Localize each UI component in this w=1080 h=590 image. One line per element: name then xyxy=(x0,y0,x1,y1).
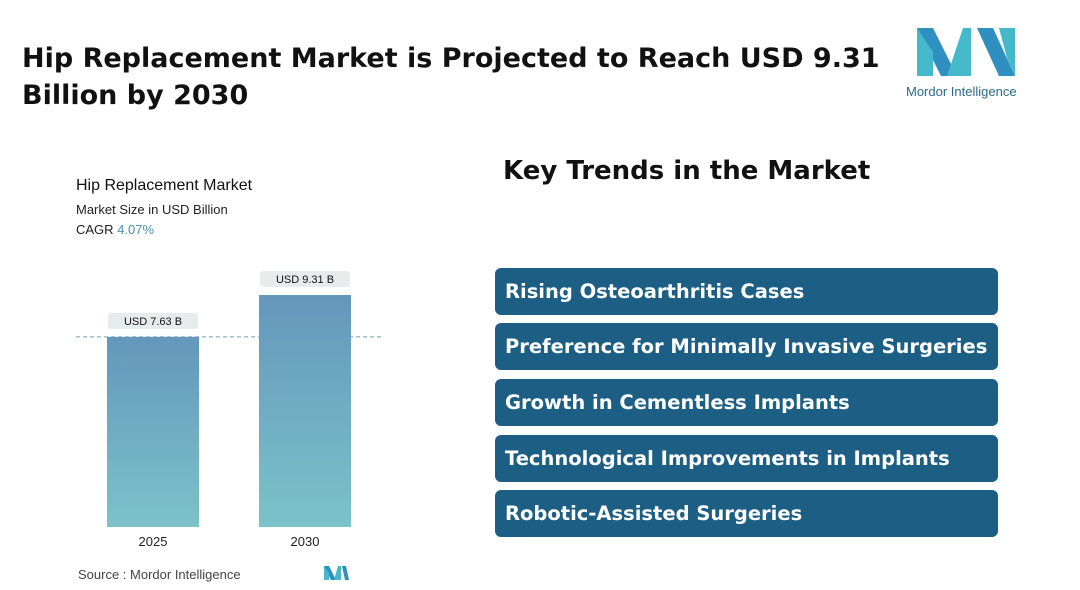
data-label: USD 9.31 B xyxy=(276,274,334,286)
trend-item: Preference for Minimally Invasive Surger… xyxy=(495,323,998,370)
chart-cagr: CAGR 4.07% xyxy=(76,222,154,237)
chart-title: Hip Replacement Market xyxy=(76,177,253,194)
trend-item: Growth in Cementless Implants xyxy=(495,379,998,426)
cagr-value: 4.07% xyxy=(117,222,155,237)
x-tick-label: 2030 xyxy=(291,534,320,549)
cagr-label: CAGR xyxy=(76,222,114,237)
trend-item: Technological Improvements in Implants xyxy=(495,435,998,482)
trends-heading: Key Trends in the Market xyxy=(503,156,871,186)
page-title: Hip Replacement Market is Projected to R… xyxy=(22,43,880,111)
data-label: USD 7.63 B xyxy=(124,316,182,328)
chart-subtitle: Market Size in USD Billion xyxy=(76,202,228,217)
x-tick-label: 2025 xyxy=(139,534,168,549)
bar-chart: USD 7.63 B 2025 USD 9.31 B 2030 xyxy=(76,271,384,549)
source-note: Source : Mordor Intelligence xyxy=(78,567,241,582)
mordor-intelligence-logo-icon xyxy=(917,28,1015,76)
logo-text: Mordor Intelligence xyxy=(906,84,1017,99)
bar xyxy=(107,336,199,527)
data-label-bg xyxy=(108,312,198,329)
mini-logo-icon xyxy=(324,566,349,580)
data-label-bg xyxy=(260,271,350,287)
bar xyxy=(259,295,351,527)
trend-item: Rising Osteoarthritis Cases xyxy=(495,268,998,315)
trend-item: Robotic-Assisted Surgeries xyxy=(495,490,998,537)
